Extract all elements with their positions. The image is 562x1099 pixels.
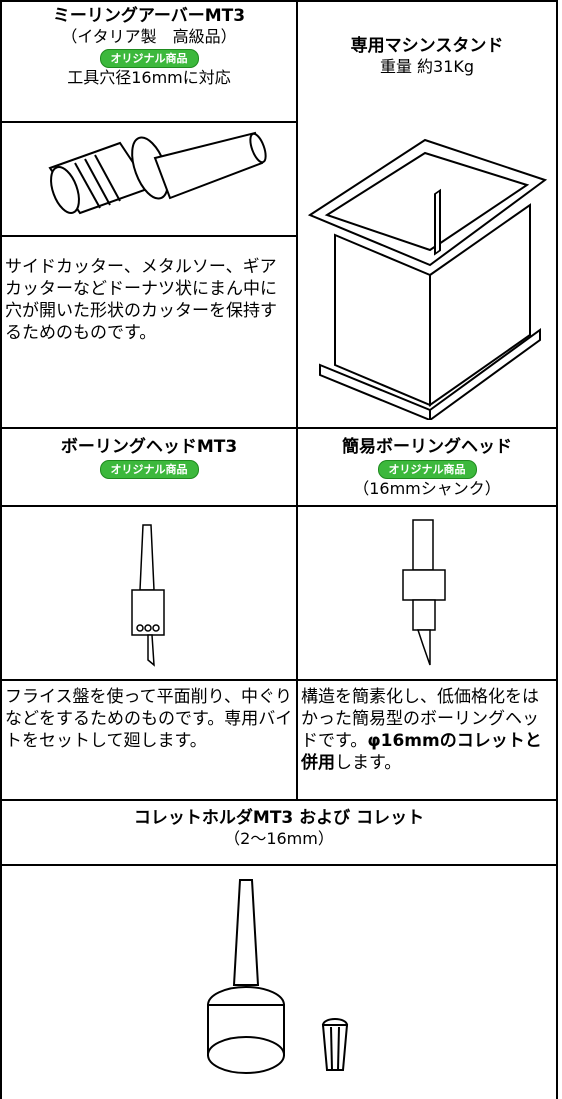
cell: ミーリングアーバーMT3 （イタリア製 高級品） オリジナル商品 工具穴径16m… <box>2 6 296 88</box>
border <box>0 121 296 123</box>
border <box>0 0 2 1099</box>
badge: オリジナル商品 <box>99 460 199 479</box>
title: 専用マシンスタンド <box>350 36 504 56</box>
title: ミーリングアーバーMT3 <box>52 6 246 26</box>
border <box>0 0 558 2</box>
border <box>0 427 558 429</box>
border <box>0 505 558 507</box>
border <box>556 0 558 1099</box>
boring-head-image <box>131 524 165 667</box>
subtitle: （イタリア製 高級品） <box>61 27 237 46</box>
cell: ボーリングヘッドMT3 オリジナル商品 <box>2 437 296 479</box>
stand-image <box>307 138 548 420</box>
description: フライス盤を使って平面削り、中ぐりなどをするためのものです。専用バイトをセットし… <box>5 687 293 751</box>
border <box>0 679 558 681</box>
note: 工具穴径16mmに対応 <box>67 68 231 87</box>
note: （2〜16mm） <box>224 829 334 848</box>
simple-boring-head-image <box>402 519 446 666</box>
description-text: 構造を簡素化し、低価格化をはかった簡易型のボーリングヘッドです。 <box>301 687 539 751</box>
border <box>0 235 296 237</box>
badge: オリジナル商品 <box>99 49 199 68</box>
cell: 簡易ボーリングヘッド オリジナル商品 （16mmシャンク） <box>298 437 556 499</box>
description-text: します。 <box>335 753 402 773</box>
badge: オリジナル商品 <box>377 460 477 479</box>
arbor-image <box>48 131 267 215</box>
border <box>296 0 298 800</box>
title: コレットホルダMT3 および コレット <box>133 808 425 828</box>
emphasis: φ16mmのコレットと併用 <box>301 731 542 773</box>
title: 簡易ボーリングヘッド <box>342 437 512 457</box>
border <box>0 799 558 801</box>
border <box>0 864 558 866</box>
title: ボーリングヘッドMT3 <box>60 437 238 457</box>
description: 構造を簡素化し、低価格化をはかった簡易型のボーリングヘッドです。φ16mmのコレ… <box>298 682 556 778</box>
cell: 専用マシンスタンド 重量 約31Kg <box>298 36 556 77</box>
note: （16mmシャンク） <box>353 479 501 498</box>
description: サイドカッター、メタルソー、ギアカッターなどドーナツ状にまん中に穴が開いた形状の… <box>5 257 277 343</box>
note: 重量 約31Kg <box>379 57 475 76</box>
cell: コレットホルダMT3 および コレット （2〜16mm） <box>2 808 556 849</box>
collet-holder-image <box>207 879 349 1074</box>
